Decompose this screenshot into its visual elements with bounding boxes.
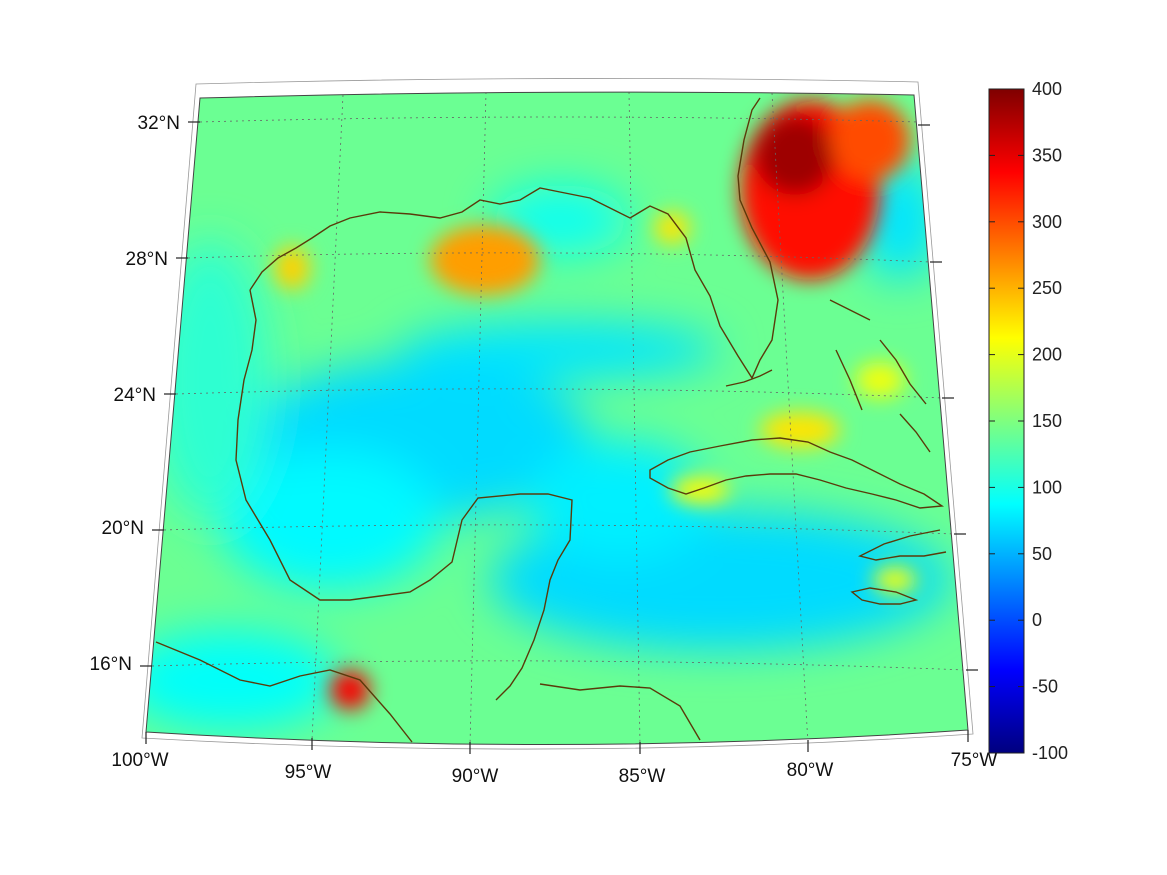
lon-label-95w: 95°W xyxy=(285,762,332,783)
anomaly-yucatan-channel xyxy=(530,440,710,560)
colorbar-label: 350 xyxy=(1032,145,1062,165)
map-frame xyxy=(141,78,974,750)
colorbar: 400 350 300 250 200 150 100 50 0 -50 -100 xyxy=(988,79,1068,763)
lat-label-24: 24°N xyxy=(114,385,156,406)
tick-marks xyxy=(140,121,978,754)
colorbar-label: 50 xyxy=(1032,544,1052,564)
colorbar-ticks xyxy=(989,88,1024,754)
colorbar-label: 300 xyxy=(1032,212,1062,232)
lat-label-16: 16°N xyxy=(90,654,132,675)
hotspot-delta xyxy=(430,225,540,295)
colorbar-label: 200 xyxy=(1032,345,1062,365)
lat-label-20: 20°N xyxy=(102,518,144,539)
florida-keys xyxy=(725,369,773,387)
lat-label-28: 28°N xyxy=(126,249,168,270)
colorbar-label: 0 xyxy=(1032,610,1042,630)
hotspot-texas xyxy=(274,246,310,290)
cuba xyxy=(649,437,945,509)
jamaica xyxy=(850,587,919,605)
lon-label-90w: 90°W xyxy=(452,766,499,787)
hotspot-atlantic-east xyxy=(830,100,910,180)
lon-label-75w: 75°W xyxy=(951,750,998,771)
coastlines xyxy=(155,97,947,743)
anomaly-pacific xyxy=(146,630,340,730)
colorbar-label: 150 xyxy=(1032,411,1062,431)
hotspot-cuba-north xyxy=(760,412,840,448)
hotspot-tampa xyxy=(654,212,690,244)
lon-label-80w: 80°W xyxy=(787,760,834,781)
lat-label-32: 32°N xyxy=(138,113,180,134)
hotspot-atlantic-core xyxy=(755,115,835,195)
colorbar-label: 400 xyxy=(1032,79,1062,99)
honduras-coast xyxy=(539,683,701,741)
hotspot-jamaica-east xyxy=(873,566,917,594)
lon-label-100w: 100°W xyxy=(111,750,168,771)
longitude-labels: 100°W 95°W 90°W 85°W 80°W 75°W xyxy=(111,750,997,787)
anomaly-central-gulf xyxy=(400,322,720,378)
hotspot-bahamas xyxy=(855,362,905,398)
us-gulf-coast xyxy=(249,97,779,380)
colorbar-label: 250 xyxy=(1032,278,1062,298)
bahamas xyxy=(829,299,931,453)
mexico-gulf-coast xyxy=(235,289,573,701)
anomaly-bay-campeche xyxy=(220,450,440,590)
hispaniola xyxy=(857,529,947,561)
central-america-pacific xyxy=(155,641,413,743)
colorbar-label: -100 xyxy=(1032,743,1068,763)
lon-label-85w: 85°W xyxy=(619,766,666,787)
latitude-labels: 32°N 28°N 24°N 20°N 16°N xyxy=(90,113,180,675)
map-area xyxy=(146,92,968,745)
colorbar-labels: 400 350 300 250 200 150 100 50 0 -50 -100 xyxy=(1032,79,1068,763)
colorbar-label: 100 xyxy=(1032,477,1062,497)
colorbar-label: -50 xyxy=(1032,677,1058,697)
